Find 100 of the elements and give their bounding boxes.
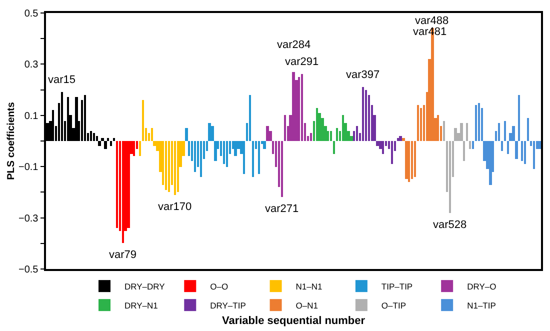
bar bbox=[168, 141, 170, 192]
bar bbox=[52, 110, 54, 141]
bar bbox=[512, 126, 515, 141]
x-axis-title: Variable sequential number bbox=[222, 315, 366, 327]
bar bbox=[93, 133, 95, 141]
y-axis-title: PLS coefficients bbox=[6, 102, 17, 180]
bar bbox=[310, 133, 312, 141]
bar bbox=[408, 141, 410, 182]
bar bbox=[298, 77, 300, 141]
bar bbox=[292, 72, 295, 141]
bar bbox=[342, 115, 344, 141]
bar bbox=[507, 141, 509, 154]
legend-label: DRY–O bbox=[467, 281, 497, 292]
bar bbox=[284, 115, 286, 141]
bar bbox=[356, 126, 358, 141]
legend-label: O–N1 bbox=[296, 300, 318, 310]
bar bbox=[96, 136, 98, 141]
bar bbox=[460, 123, 463, 141]
y-tick-label: 0.1 bbox=[24, 110, 39, 122]
annotation: var284 bbox=[277, 39, 311, 51]
bar bbox=[397, 138, 399, 141]
annotation: var15 bbox=[48, 74, 76, 86]
bar bbox=[420, 108, 422, 141]
y-tick-label: −0.1 bbox=[18, 162, 39, 174]
bar bbox=[266, 126, 269, 141]
legend-label: DRY–DRY bbox=[124, 281, 166, 292]
bar bbox=[116, 141, 118, 228]
bar bbox=[281, 141, 283, 197]
annotation: var291 bbox=[285, 56, 319, 68]
bar bbox=[142, 100, 144, 141]
annotation: var79 bbox=[109, 249, 137, 261]
legend-label: TIP–TIP bbox=[381, 281, 413, 292]
legend-label: N1–TIP bbox=[467, 300, 496, 310]
bar bbox=[165, 141, 167, 190]
bar bbox=[399, 136, 402, 141]
bar bbox=[489, 141, 492, 185]
bar bbox=[466, 123, 468, 141]
bar bbox=[61, 92, 63, 141]
bar bbox=[316, 108, 318, 141]
bar bbox=[301, 74, 303, 141]
bar bbox=[533, 141, 535, 169]
bar bbox=[84, 95, 86, 141]
bar bbox=[98, 141, 101, 146]
bar bbox=[200, 141, 202, 177]
bar bbox=[414, 141, 416, 177]
legend-label: N1–N1 bbox=[296, 281, 323, 292]
bar bbox=[527, 118, 529, 141]
bar bbox=[405, 141, 408, 179]
y-tick-label: 0.5 bbox=[24, 8, 39, 20]
legend-label: DRY–TIP bbox=[210, 300, 246, 310]
annotation: var271 bbox=[265, 203, 299, 215]
y-tick-label: 0.3 bbox=[24, 60, 39, 71]
bar bbox=[151, 128, 153, 141]
bar bbox=[174, 141, 176, 195]
bar bbox=[122, 141, 124, 243]
bar bbox=[365, 90, 367, 141]
bar bbox=[226, 141, 228, 167]
bar bbox=[382, 141, 384, 154]
bar bbox=[243, 141, 245, 174]
bar bbox=[75, 97, 78, 141]
annotation: var488 bbox=[415, 15, 449, 27]
bar bbox=[234, 141, 237, 156]
y-tick-label: −0.5 bbox=[18, 264, 39, 276]
bar bbox=[449, 141, 451, 213]
bar bbox=[258, 141, 260, 174]
bar bbox=[252, 141, 254, 177]
annotation: var397 bbox=[346, 69, 380, 81]
bar bbox=[463, 141, 465, 161]
bar bbox=[478, 103, 480, 141]
bar bbox=[90, 131, 92, 141]
bar bbox=[472, 141, 474, 149]
bar bbox=[391, 141, 393, 164]
bar bbox=[263, 141, 266, 149]
bar bbox=[107, 138, 109, 141]
legend-label: O–TIP bbox=[381, 300, 406, 310]
legend-label: DRY–N1 bbox=[124, 300, 158, 310]
bar bbox=[504, 121, 506, 141]
bar bbox=[402, 138, 405, 141]
bar bbox=[411, 141, 413, 179]
bar bbox=[475, 105, 477, 141]
legend-label: O–O bbox=[210, 281, 228, 292]
bar bbox=[113, 138, 115, 141]
bar bbox=[133, 141, 135, 156]
bar bbox=[417, 105, 419, 141]
bar bbox=[330, 131, 332, 141]
bar bbox=[249, 95, 251, 141]
y-tick-label: −0.3 bbox=[18, 213, 39, 224]
bar bbox=[437, 115, 439, 141]
bar bbox=[127, 141, 130, 228]
bar bbox=[104, 141, 107, 149]
bar bbox=[521, 141, 523, 161]
bar bbox=[362, 87, 364, 141]
bar bbox=[454, 128, 457, 141]
bar bbox=[139, 141, 141, 156]
bar bbox=[67, 97, 69, 141]
bar bbox=[376, 141, 379, 146]
annotation: var528 bbox=[433, 219, 467, 231]
bar bbox=[469, 141, 471, 149]
bar bbox=[185, 128, 188, 141]
bar bbox=[443, 121, 445, 141]
